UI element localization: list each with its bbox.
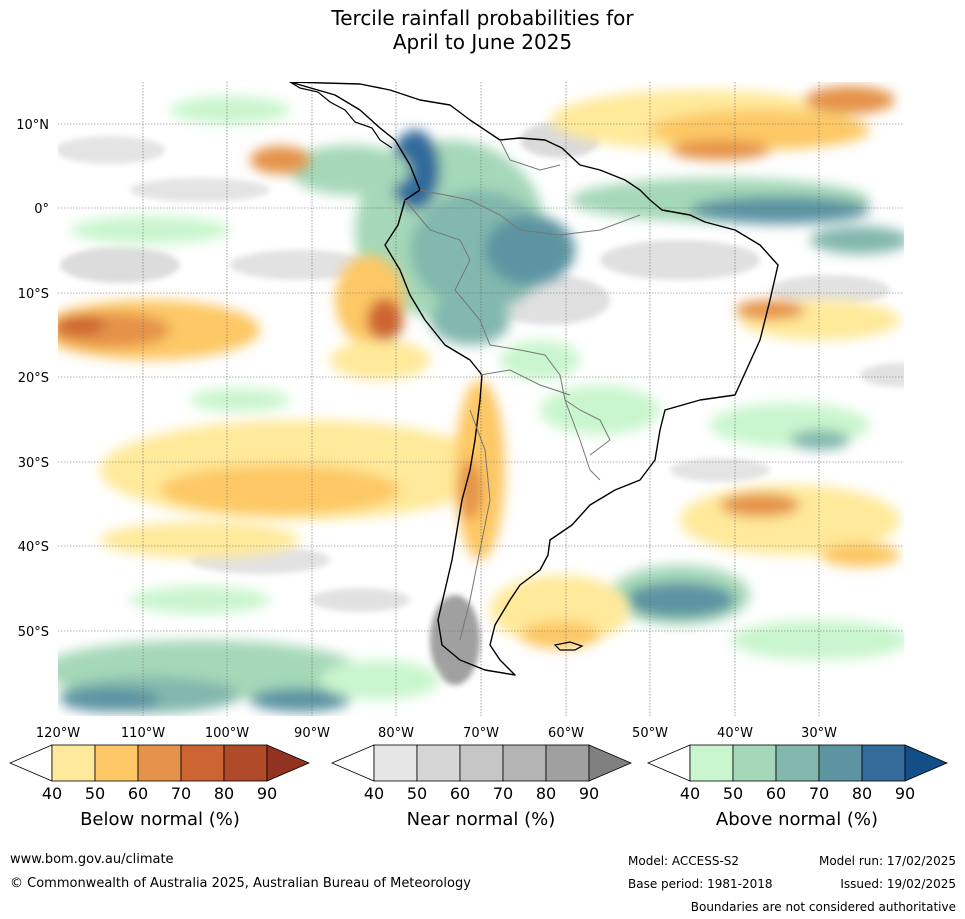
model-text: Model: ACCESS-S2 xyxy=(628,854,740,868)
latitude-labels: 10°N 0° 10°S 20°S 30°S 40°S 50°S xyxy=(16,118,49,640)
colorbar-segment xyxy=(137,744,182,782)
probability-map xyxy=(58,82,904,716)
lat-label: 10°S xyxy=(18,287,49,302)
colorbar-segment xyxy=(861,744,906,782)
near-normal-shading xyxy=(58,122,904,685)
cb-tick: 80 xyxy=(536,784,556,803)
disclaimer-text: Boundaries are not considered authoritat… xyxy=(690,900,956,914)
falkland-islands xyxy=(553,641,584,651)
lon-label: 120°W xyxy=(36,726,80,741)
colorbar-segment xyxy=(51,744,96,782)
colorbar-extend-high xyxy=(266,744,311,782)
longitude-labels: 120°W 110°W 100°W 90°W 80°W 70°W 60°W 50… xyxy=(36,726,837,741)
colorbar-near-normal: 40 50 60 70 80 90 Near normal (%) xyxy=(330,744,633,830)
cb-tick: 70 xyxy=(493,784,513,803)
lat-label: 40°S xyxy=(18,540,49,555)
cb-tick: 60 xyxy=(766,784,786,803)
cb-tick: 50 xyxy=(723,784,743,803)
colorbar-extend-low xyxy=(330,744,375,782)
copyright-text: © Commonwealth of Australia 2025, Austra… xyxy=(10,876,471,891)
cb-tick: 60 xyxy=(450,784,470,803)
cb-tick: 70 xyxy=(809,784,829,803)
colorbar-segment xyxy=(545,744,590,782)
lon-label: 90°W xyxy=(294,726,330,741)
lat-label: 30°S xyxy=(18,456,49,471)
colorbar-segment xyxy=(223,744,268,782)
colorbar-segment xyxy=(459,744,504,782)
below-normal-shading xyxy=(58,86,900,649)
colorbar-segment xyxy=(502,744,547,782)
colorbar-segment xyxy=(732,744,777,782)
cb-tick: 40 xyxy=(42,784,62,803)
lon-label: 60°W xyxy=(548,726,584,741)
lon-label: 80°W xyxy=(378,726,414,741)
south-america-coastline xyxy=(289,82,779,676)
colorbar-segment xyxy=(373,744,418,782)
lon-label: 50°W xyxy=(632,726,668,741)
lon-label: 30°W xyxy=(801,726,837,741)
colorbar-title: Below normal (%) xyxy=(80,809,240,830)
cb-tick: 40 xyxy=(364,784,384,803)
colorbar-above-normal: 40 50 60 70 80 90 Above normal (%) xyxy=(646,744,949,830)
website-link[interactable]: www.bom.gov.au/climate xyxy=(10,852,174,867)
title-line-2: April to June 2025 xyxy=(392,30,573,54)
colorbars: 40 50 60 70 80 90 Below normal (%) 40 50… xyxy=(8,744,949,830)
colorbar-segment xyxy=(775,744,820,782)
colorbar-extend-high xyxy=(588,744,633,782)
issued-text: Issued: 19/02/2025 xyxy=(840,877,956,891)
colorbar-segment xyxy=(818,744,863,782)
cb-tick: 80 xyxy=(214,784,234,803)
colorbar-below-normal: 40 50 60 70 80 90 Below normal (%) xyxy=(8,744,311,830)
cb-tick: 90 xyxy=(257,784,277,803)
colorbar-segment xyxy=(689,744,734,782)
cb-tick: 90 xyxy=(895,784,915,803)
central-america-coastline xyxy=(289,82,393,149)
cb-tick: 50 xyxy=(407,784,427,803)
cb-tick: 50 xyxy=(85,784,105,803)
lon-label: 70°W xyxy=(463,726,499,741)
colorbar-segment xyxy=(94,744,139,782)
cb-tick: 80 xyxy=(852,784,872,803)
cb-tick: 40 xyxy=(680,784,700,803)
country-borders xyxy=(404,139,641,641)
lon-label: 40°W xyxy=(717,726,753,741)
cb-tick: 70 xyxy=(171,784,191,803)
lat-label: 50°S xyxy=(18,625,49,640)
lat-label: 20°S xyxy=(18,371,49,386)
title-line-1: Tercile rainfall probabilities for xyxy=(331,6,634,30)
colorbar-segment xyxy=(416,744,461,782)
lat-label: 0° xyxy=(34,202,49,217)
cb-tick: 60 xyxy=(128,784,148,803)
lon-label: 110°W xyxy=(121,726,165,741)
lon-label: 100°W xyxy=(205,726,249,741)
lat-label: 10°N xyxy=(16,118,49,133)
base-period-text: Base period: 1981-2018 xyxy=(628,877,773,891)
cb-tick: 90 xyxy=(579,784,599,803)
colorbar-extend-high xyxy=(904,744,949,782)
gridlines xyxy=(58,82,904,716)
model-run-text: Model run: 17/02/2025 xyxy=(818,854,956,868)
chart-title: Tercile rainfall probabilities for April… xyxy=(0,6,965,54)
colorbar-extend-low xyxy=(646,744,691,782)
colorbar-extend-low xyxy=(8,744,53,782)
colorbar-title: Above normal (%) xyxy=(716,809,878,830)
colorbar-segment xyxy=(180,744,225,782)
above-normal-shading xyxy=(58,96,904,713)
colorbar-title: Near normal (%) xyxy=(407,809,556,830)
